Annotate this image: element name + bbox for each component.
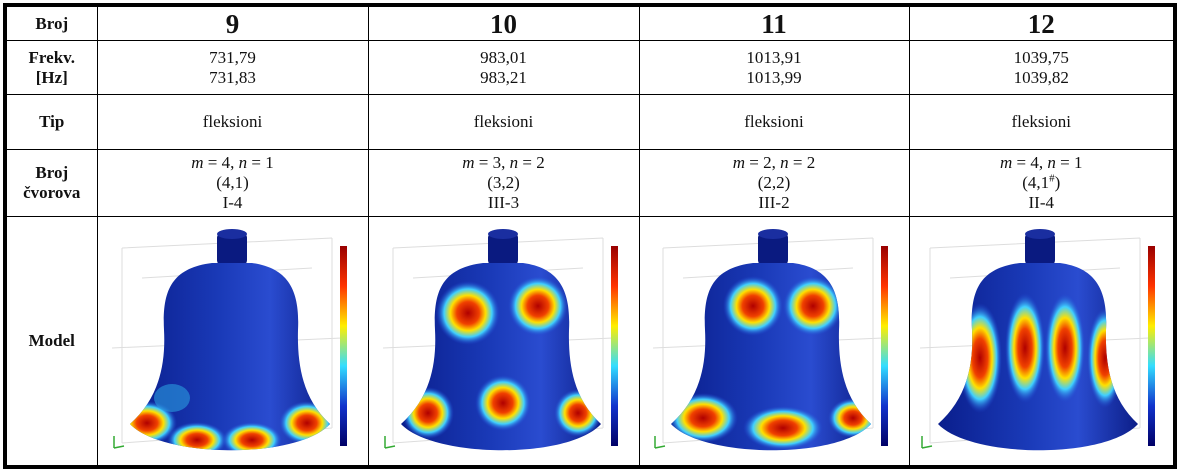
mode-value: = 1 — [251, 153, 274, 172]
mode-text: (2,2) — [757, 173, 791, 192]
cell: m = 2, n = 2 (2,2) III-2 — [638, 149, 910, 217]
mode-symbol: n — [238, 153, 248, 172]
mode-symbol: m — [1000, 153, 1013, 172]
header-label: Broj — [4, 4, 98, 41]
cell: fleksioni — [908, 94, 1176, 150]
cell: m = 4, n = 1 (4,1#) II-4 — [908, 149, 1176, 217]
mode-value: = 3, — [478, 153, 506, 172]
mode-text: ) — [1054, 173, 1061, 192]
model-cell — [908, 216, 1176, 468]
cell: fleksioni — [367, 94, 640, 150]
value: 1039,75 — [1013, 47, 1069, 67]
label-line: Broj — [35, 163, 69, 182]
mode-text: # — [1049, 172, 1055, 185]
row-label: Model — [4, 216, 98, 468]
mode-line: m = 4, n = 1 — [910, 153, 1174, 173]
value: 731,79 — [209, 47, 256, 67]
model-image — [101, 218, 364, 464]
mode-line: m = 3, n = 2 — [369, 153, 639, 173]
mode-class: I-4 — [222, 193, 243, 212]
cell: 983,01 983,21 — [367, 40, 640, 95]
mode-symbol: m — [732, 153, 746, 172]
label-line: Frekv. — [28, 47, 75, 67]
mode-symbol: m — [462, 153, 475, 172]
mode-class: III-3 — [487, 193, 520, 212]
header-cell: 11 — [638, 4, 910, 41]
cell: fleksioni — [638, 94, 910, 150]
mode-text: (4,1 — [1022, 173, 1050, 192]
value: 983,01 — [480, 47, 527, 67]
mode-class: III-2 — [758, 193, 790, 212]
row-label: Tip — [4, 94, 98, 150]
cell: 1039,75 1039,82 — [908, 40, 1176, 95]
header-cell: 10 — [367, 4, 640, 41]
mode-text: (4,1) — [216, 173, 249, 192]
label-line: čvorova — [23, 183, 81, 202]
mode-value: = 4, — [207, 153, 235, 172]
value: 983,21 — [480, 67, 527, 87]
model-image — [372, 218, 635, 464]
model-cell — [367, 216, 640, 468]
header-cell: 12 — [908, 4, 1176, 41]
header-row: Broj 9 10 11 12 — [4, 4, 1176, 41]
cell: 731,79 731,83 — [96, 40, 369, 95]
label-line: [Hz] — [35, 67, 68, 87]
modes-row: Broj čvorova m = 4, n = 1 (4,1) I-4 m = 3, … — [4, 149, 1176, 217]
table: Broj 9 10 11 12 Frekv. [Hz] 731,79 731,83 … — [3, 3, 1177, 469]
mode-class: II-4 — [1028, 193, 1054, 212]
mode-line: (4,1#) — [910, 173, 1174, 193]
tip-row: Tip fleksioni fleksioni fleksioni fleksi… — [4, 94, 1176, 150]
model-row: Model — [4, 216, 1176, 468]
value: 1013,91 — [746, 47, 802, 67]
mode-line: (3,2) — [369, 173, 639, 193]
mode-value: = 2, — [749, 153, 776, 172]
mode-value: = 4, — [1016, 153, 1044, 172]
cell: m = 3, n = 2 (3,2) III-3 — [367, 149, 640, 217]
mode-value: = 1 — [1060, 153, 1083, 172]
mode-line: m = 2, n = 2 — [640, 153, 909, 173]
mode-text: (3,2) — [487, 173, 520, 192]
model-cell — [638, 216, 910, 468]
mode-symbol: m — [191, 153, 204, 172]
model-cell — [96, 216, 369, 468]
value: 1013,99 — [746, 67, 802, 87]
mode-line: (2,2) — [640, 173, 909, 193]
mode-value: = 2 — [522, 153, 545, 172]
mode-value: = 2 — [792, 153, 816, 172]
cell: m = 4, n = 1 (4,1) I-4 — [96, 149, 369, 217]
cell: fleksioni — [96, 94, 369, 150]
mode-symbol: n — [1047, 153, 1056, 172]
model-image — [643, 218, 905, 464]
row-label: Frekv. [Hz] — [4, 40, 98, 95]
freq-row: Frekv. [Hz] 731,79 731,83 983,01 983,21 101… — [4, 40, 1176, 95]
cell: 1013,91 1013,99 — [638, 40, 910, 95]
mode-line: m = 4, n = 1 — [98, 153, 368, 173]
value: 731,83 — [209, 67, 256, 87]
value: 1039,82 — [1013, 67, 1069, 87]
row-label: Broj čvorova — [4, 149, 98, 217]
mode-line: (4,1) — [98, 173, 368, 193]
mode-symbol: n — [509, 153, 519, 172]
mode-symbol: n — [780, 153, 789, 172]
header-cell: 9 — [96, 4, 369, 41]
model-image — [910, 218, 1173, 464]
